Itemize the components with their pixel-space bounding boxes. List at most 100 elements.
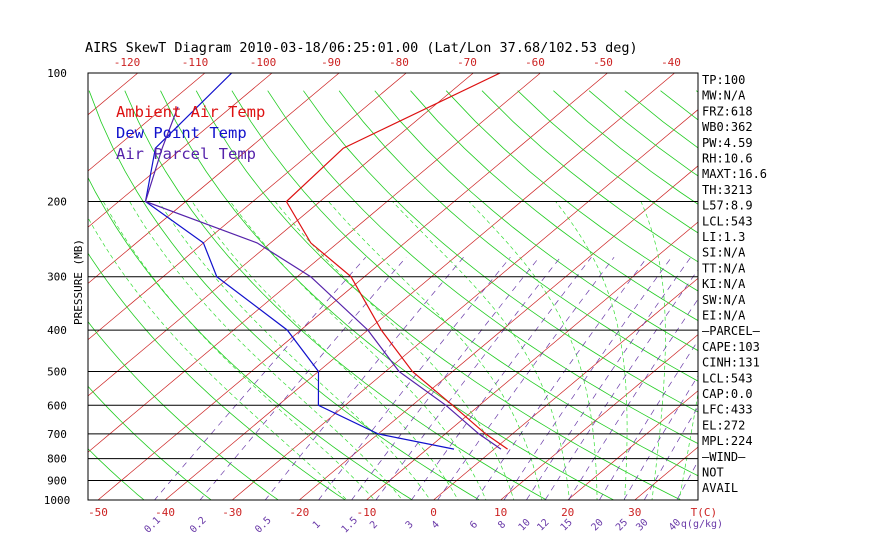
stability-index: FRZ:618 — [702, 104, 753, 118]
mixing-ratio-line — [375, 256, 561, 500]
top-temperature-tick-label: -50 — [593, 56, 613, 69]
top-temperature-tick-label: -100 — [250, 56, 277, 69]
bottom-temperature-tick-label: 20 — [561, 506, 574, 519]
bottom-temperature-tick-label: -20 — [289, 506, 309, 519]
pressure-tick-label: 100 — [47, 67, 67, 80]
stability-index: TH:3213 — [702, 183, 753, 197]
stability-index: MPL:224 — [702, 434, 753, 448]
top-temperature-tick-label: -60 — [525, 56, 545, 69]
mixing-ratio-tick-label: 25 — [614, 517, 630, 533]
top-temperature-tick-label: -80 — [389, 56, 409, 69]
moist-adiabat-line — [102, 201, 375, 500]
chart-title: AIRS SkewT Diagram 2010-03-18/06:25:01.0… — [85, 40, 638, 56]
pressure-tick-label: 400 — [47, 324, 67, 337]
dry-adiabat-line — [839, 91, 870, 509]
moist-adiabat-line — [328, 201, 543, 500]
profile-line-air-parcel-temp — [144, 106, 502, 450]
dry-adiabat-line — [267, 90, 698, 445]
mixing-ratio-line — [351, 256, 540, 500]
isotherm-line — [88, 73, 541, 453]
mixing-ratio-line — [544, 269, 698, 500]
pressure-tick-label: 500 — [47, 365, 67, 378]
stability-index: CAP:0.0 — [702, 387, 753, 401]
top-temperature-tick-label: -40 — [661, 56, 681, 69]
dry-adiabat-line — [481, 90, 698, 263]
legend-entry: Dew Point Temp — [116, 124, 247, 142]
mixing-ratio-tick-label: 3 — [404, 519, 416, 531]
stability-index: NOT — [702, 466, 724, 480]
stability-index: AVAIL — [702, 481, 738, 495]
bottom-temperature-tick-label: 0 — [430, 506, 437, 519]
isotherm-line — [299, 165, 698, 500]
isotherm-line — [0, 73, 4, 500]
dry-adiabat-line — [88, 176, 414, 500]
moist-adiabat-line — [230, 201, 487, 500]
legend-entry: Ambient Air Temp — [116, 103, 265, 121]
isotherm-line — [567, 390, 698, 500]
bottom-temperature-unit-label: T(C) — [691, 506, 718, 519]
mixing-ratio-line — [643, 406, 698, 500]
stability-index: —WIND— — [702, 450, 746, 464]
mixing-ratio-tick-label: 8 — [496, 519, 508, 531]
mixing-ratio-line — [598, 340, 698, 500]
dry-adiabat-line — [231, 90, 698, 477]
bottom-temperature-tick-label: -10 — [356, 506, 376, 519]
isotherm-line — [769, 73, 870, 500]
stability-index: —PARCEL— — [702, 324, 761, 338]
dry-adiabat-line — [124, 90, 548, 500]
stability-index: SI:N/A — [702, 246, 746, 260]
dry-adiabat-line — [338, 90, 698, 382]
moist-adiabat-line — [158, 201, 431, 500]
stability-index: EL:272 — [702, 418, 745, 432]
isotherm-line — [836, 73, 870, 500]
moist-adiabat-line — [274, 201, 515, 500]
legend: Ambient Air Temp Dew Point Temp Air Parcel… — [116, 103, 265, 163]
mixing-ratio-tick-label: 1 — [311, 519, 323, 531]
stability-index: L57:8.9 — [702, 199, 753, 213]
profile-line-dew-point-temp — [144, 73, 455, 450]
stability-index: RH:10.6 — [702, 152, 753, 166]
dry-adiabat-line — [768, 91, 870, 509]
mixing-ratio-tick-label: 10 — [517, 517, 533, 533]
stability-index: MAXT:16.6 — [702, 167, 767, 181]
mixing-ratio-unit-label: q(g/kg) — [681, 519, 723, 530]
mixing-ratio-line — [526, 256, 692, 500]
mixing-ratio-line — [199, 256, 407, 500]
stability-index: EI:N/A — [702, 309, 746, 323]
stability-index: LCL:543 — [702, 214, 753, 228]
isotherm-line — [164, 73, 675, 500]
moist-adiabat-line — [555, 201, 628, 500]
stability-index: LI:1.3 — [702, 230, 745, 244]
isotherm-line — [500, 334, 698, 500]
dry-adiabat-line — [303, 90, 698, 413]
legend-entry: Air Parcel Temp — [116, 145, 256, 163]
pressure-tick-label: 300 — [47, 271, 67, 284]
stability-index: MW:N/A — [702, 89, 746, 103]
dry-adiabat-line — [88, 90, 481, 500]
top-temperature-tick-label: -70 — [457, 56, 477, 69]
isobar-lines — [88, 201, 698, 481]
stability-index: LFC:433 — [702, 403, 753, 417]
profile-lines — [144, 73, 508, 450]
moist-adiabat-line — [88, 217, 348, 500]
pressure-tick-label: 200 — [47, 196, 67, 209]
dry-adiabat-line — [195, 90, 682, 500]
bottom-temperature-tick-label: -30 — [222, 506, 242, 519]
pressure-tick-label: 1000 — [44, 494, 71, 507]
dry-adiabat-line — [660, 90, 698, 121]
moist-adiabat-line — [392, 201, 570, 500]
stability-index: TT:N/A — [702, 261, 746, 275]
bottom-temperature-tick-label: 10 — [494, 506, 507, 519]
mixing-ratio-tick-label: 2 — [368, 519, 380, 531]
top-temperature-tick-label: -110 — [182, 56, 209, 69]
dry-adiabat-line — [410, 90, 698, 322]
stability-index: PW:4.59 — [702, 136, 753, 150]
mixing-ratio-tick-label: 30 — [634, 517, 650, 533]
dry-adiabat-line — [517, 90, 698, 234]
dry-adiabat-line — [374, 90, 698, 352]
bottom-temperature-tick-label: 30 — [628, 506, 641, 519]
mixing-ratio-tick-label: 0.2 — [188, 515, 209, 536]
profile-line-ambient-air-temp — [285, 73, 508, 450]
